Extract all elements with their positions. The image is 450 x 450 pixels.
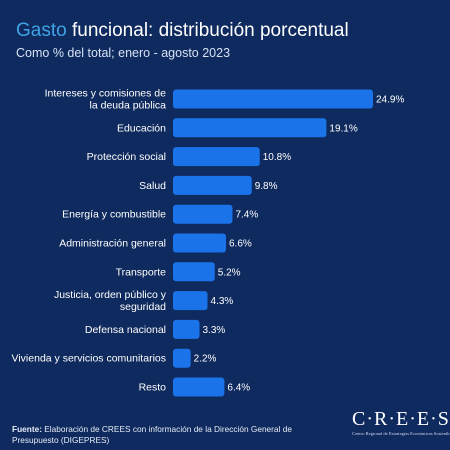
value-label: 2.2% <box>194 354 217 365</box>
category-label: Resto <box>139 382 167 394</box>
logo-wordmark: C·R·E·E·S <box>352 408 450 430</box>
logo-tagline: Centro Regional de Estrategias Económica… <box>352 431 450 436</box>
chart-subtitle: Como % del total; enero - agosto 2023 <box>16 46 231 60</box>
bar <box>173 204 233 224</box>
category-label: Intereses y comisiones de la deuda públic… <box>45 88 167 112</box>
value-label: 24.9% <box>376 95 404 106</box>
category-label: Transporte <box>116 266 167 278</box>
value-label: 6.6% <box>229 239 252 250</box>
bar <box>173 377 225 397</box>
bar <box>173 348 191 368</box>
value-label: 5.2% <box>218 267 241 278</box>
category-label: Vivienda y servicios comunitarios <box>12 353 166 365</box>
value-label: 3.3% <box>203 325 226 336</box>
category-label: Defensa nacional <box>85 324 166 336</box>
value-label: 4.3% <box>211 296 234 307</box>
chart-title: Gasto funcional: distribución porcentual <box>16 20 349 42</box>
category-label: Educación <box>117 122 166 134</box>
bar <box>173 147 260 167</box>
crees-logo: C·R·E·E·S Centro Regional de Estrategias… <box>352 408 450 436</box>
bar <box>173 262 215 282</box>
source-note: Fuente: Elaboración de CREES con informa… <box>12 424 332 445</box>
bar <box>173 175 252 195</box>
bar <box>173 291 208 311</box>
bar-chart: 24.9% Intereses y comisiones de la deuda p… <box>12 88 404 397</box>
bar <box>173 233 227 253</box>
value-label: 6.4% <box>227 383 250 394</box>
category-label: Justicia, orden público y seguridad <box>54 289 167 313</box>
value-label: 7.4% <box>235 210 258 221</box>
category-label: Salud <box>139 180 166 192</box>
title-accent: Gasto <box>16 20 67 41</box>
bar <box>173 319 200 339</box>
value-label: 19.1% <box>329 123 357 134</box>
bar <box>173 89 373 109</box>
value-label: 10.8% <box>263 152 291 163</box>
category-label: Energía y combustible <box>62 209 166 221</box>
category-label: Protección social <box>87 151 166 163</box>
source-label: Fuente: <box>12 424 42 434</box>
title-rest: funcional: distribución porcentual <box>66 20 349 41</box>
category-label: Administración general <box>59 238 166 250</box>
source-text: Elaboración de CREES con información de … <box>12 424 292 445</box>
value-label: 9.8% <box>255 181 278 192</box>
bar <box>173 118 327 138</box>
